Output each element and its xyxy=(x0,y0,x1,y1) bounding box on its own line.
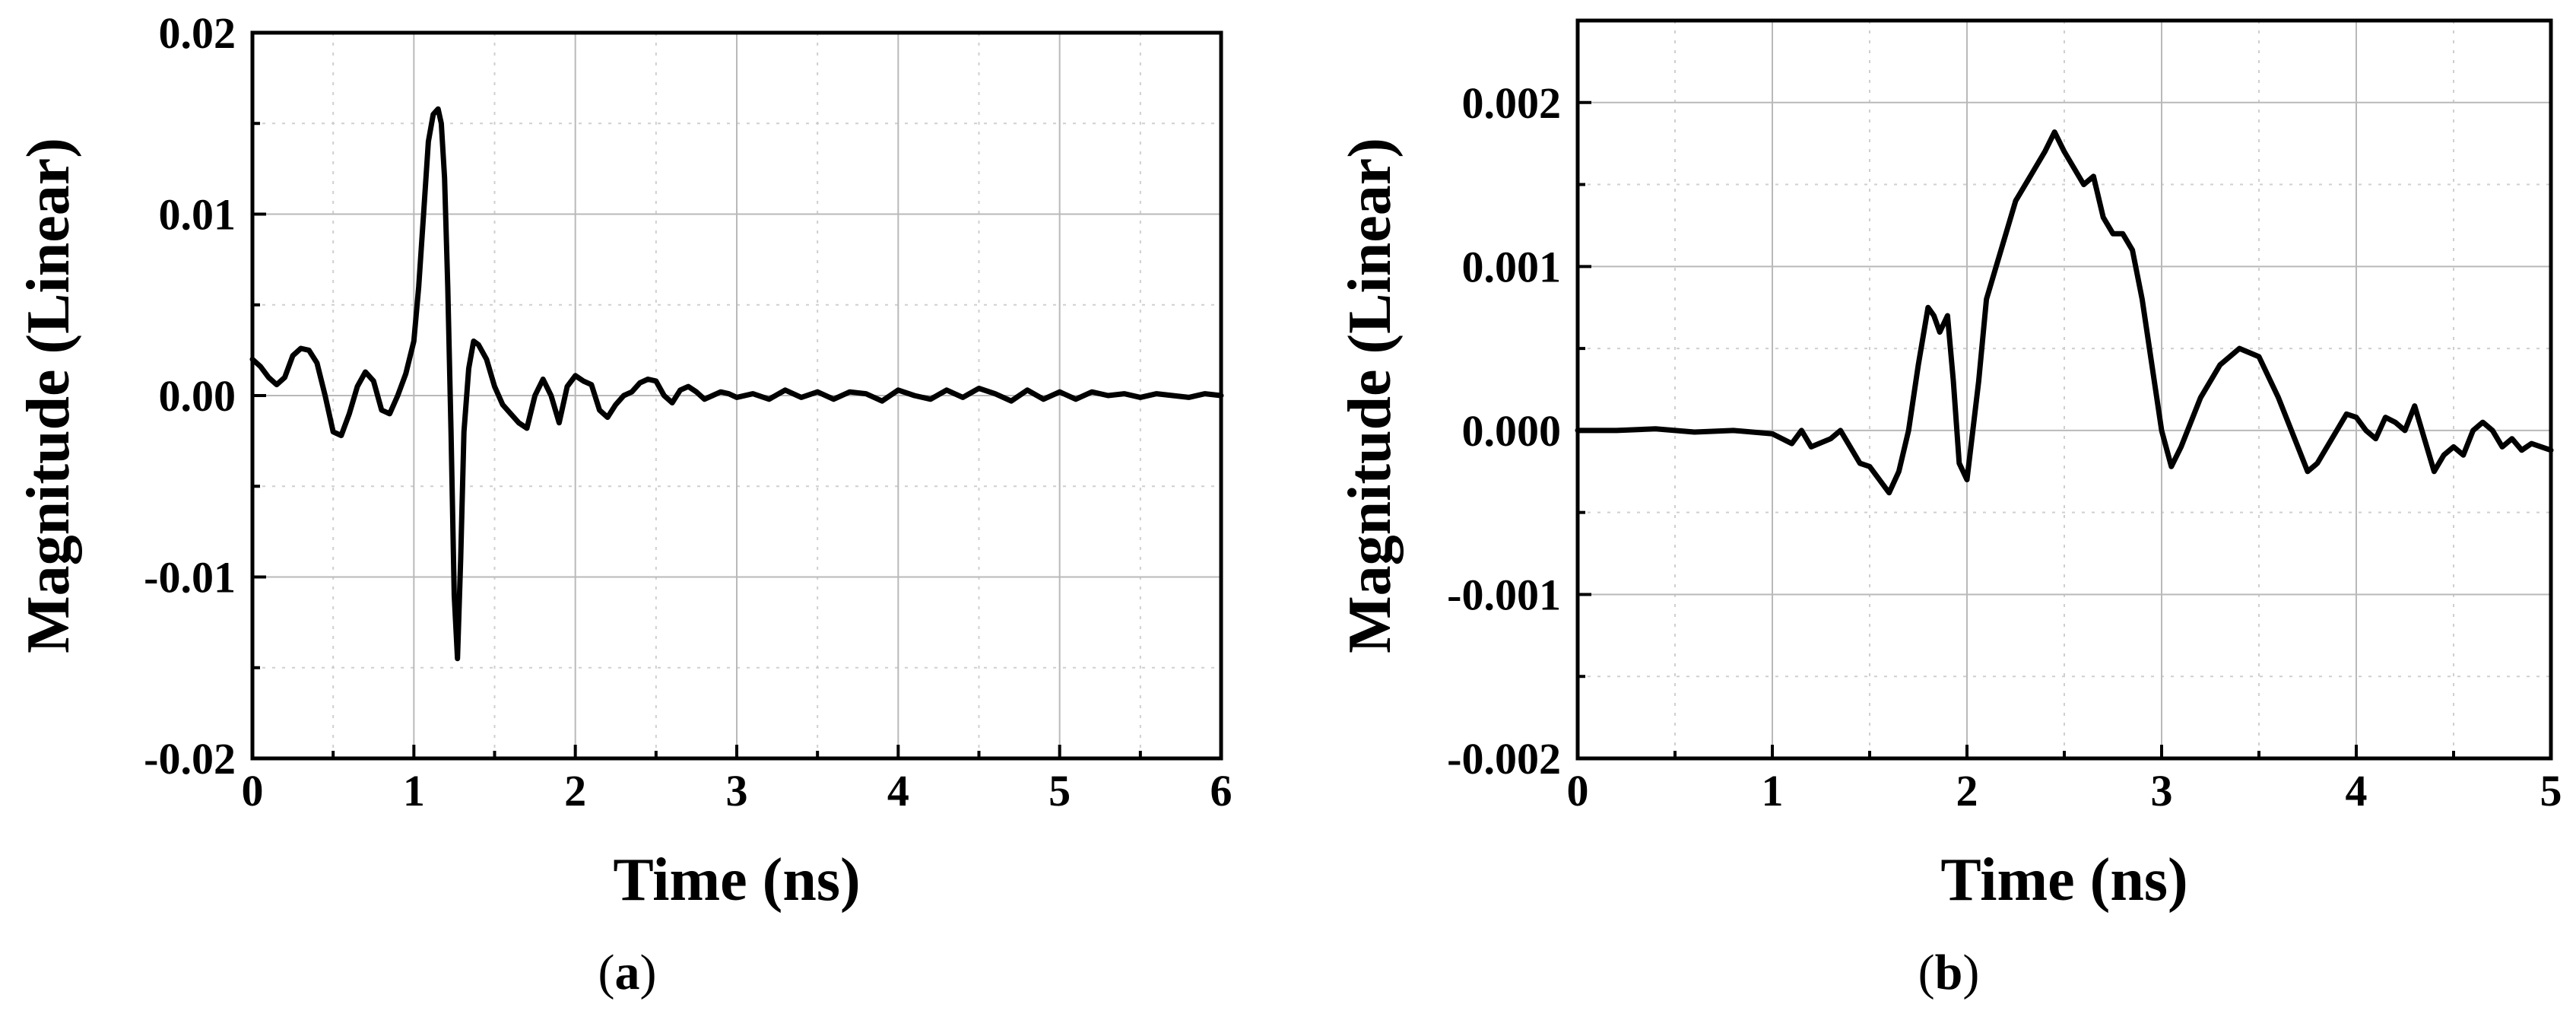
ticks-b xyxy=(1576,100,2552,760)
tick-labels-a: 0 1 2 3 4 5 6 -0.02 -0.01 0.00 0.01 0.02 xyxy=(144,8,1232,815)
y-tick-label: -0.02 xyxy=(144,734,236,784)
y-tick-label: -0.001 xyxy=(1447,570,1561,619)
x-tick-label: 2 xyxy=(1956,766,1978,815)
series-layer-a xyxy=(249,106,1224,662)
y-tick-label: 0.02 xyxy=(159,8,236,58)
y-tick-label: 0.001 xyxy=(1462,242,1562,291)
caption-letter-a: a xyxy=(615,945,640,1000)
y-tick-label: 0.000 xyxy=(1462,406,1562,456)
chart-panel-b: 0 1 2 3 4 5 -0.002 -0.001 0.000 0.001 0.002 Time (… xyxy=(1337,18,2562,1000)
y-tick-label: 0.002 xyxy=(1462,78,1562,128)
x-tick-label: 2 xyxy=(564,766,586,815)
series-line-b xyxy=(1575,129,2554,496)
tick-labels-b: 0 1 2 3 4 5 -0.002 -0.001 0.000 0.001 0.002 xyxy=(1447,78,2562,815)
caption-b: (b) xyxy=(1918,945,1980,1000)
x-tick-label: 5 xyxy=(1048,766,1071,815)
y-tick-label: 0.01 xyxy=(159,190,236,240)
x-tick-label: 6 xyxy=(1210,766,1232,815)
y-tick-label: -0.01 xyxy=(144,553,236,602)
x-tick-label: 4 xyxy=(887,766,909,815)
ticks-a xyxy=(251,31,1223,760)
x-axis-title-b: Time (ns) xyxy=(1940,847,2187,914)
x-tick-label: 3 xyxy=(2151,766,2173,815)
y-tick-label: 0.00 xyxy=(159,371,236,421)
x-tick-label: 1 xyxy=(403,766,425,815)
caption-letter-b: b xyxy=(1935,945,1963,1000)
x-tick-label: 0 xyxy=(242,766,264,815)
chart-panel-a: 0 1 2 3 4 5 6-0.02-0.010.000.010.02 Time (ns) … xyxy=(15,8,1232,1000)
series-layer-b xyxy=(1575,129,2554,496)
x-tick-label: 0 xyxy=(1567,766,1589,815)
x-tick-label: 3 xyxy=(726,766,748,815)
y-tick-label: -0.002 xyxy=(1447,734,1561,784)
y-axis-title-a: Magnitude (Linear) xyxy=(15,138,82,653)
series-line-a xyxy=(249,106,1224,662)
y-axis-title-b: Magnitude (Linear) xyxy=(1337,138,1404,653)
caption-a: (a) xyxy=(598,945,657,1000)
x-tick-label: 5 xyxy=(2540,766,2562,815)
x-tick-label: 1 xyxy=(1762,766,1784,815)
x-axis-title-a: Time (ns) xyxy=(613,847,860,914)
grid-b xyxy=(1577,21,2552,759)
x-tick-label: 4 xyxy=(2346,766,2368,815)
